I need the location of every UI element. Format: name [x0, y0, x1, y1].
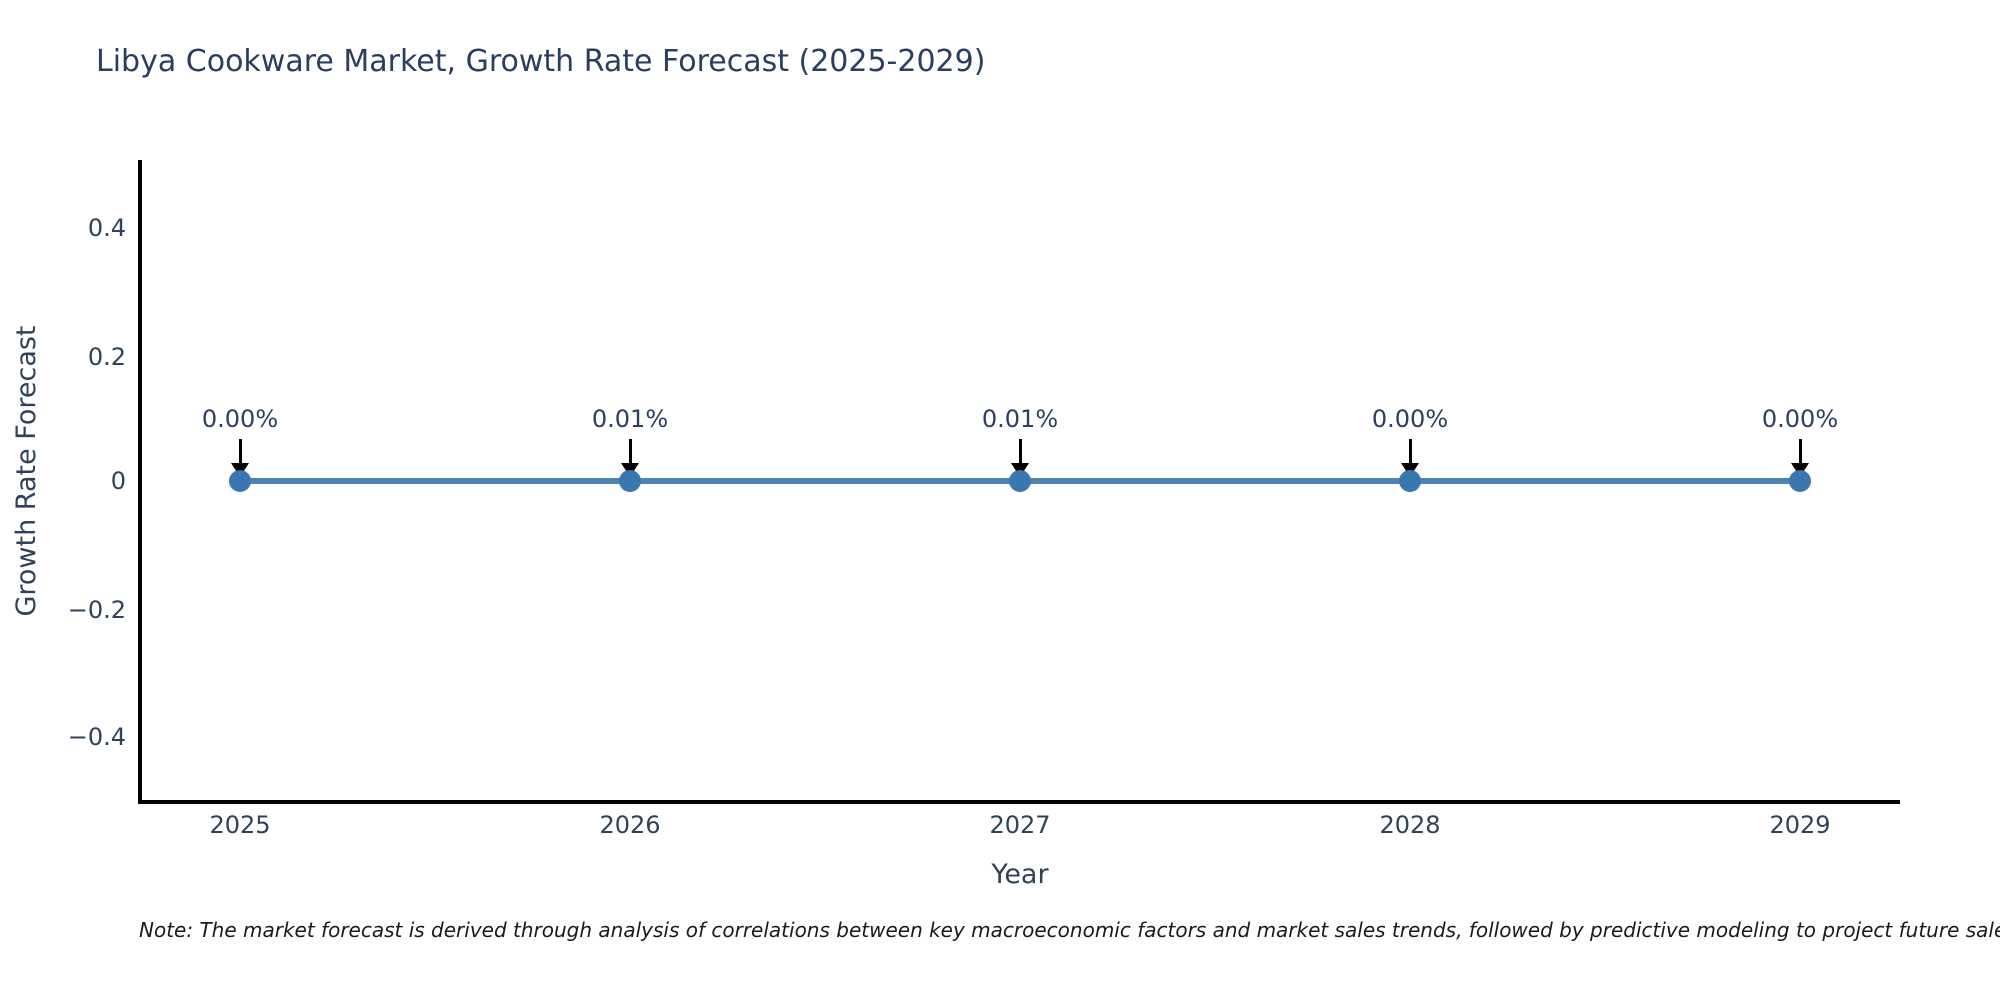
point-value-label: 0.01% — [981, 405, 1059, 433]
x-axis-title: Year — [991, 859, 1049, 890]
y-tick-label: 0 — [110, 467, 126, 495]
x-tick-label: 2028 — [1379, 811, 1441, 839]
x-tick-label: 2029 — [1769, 811, 1831, 839]
x-axis-line — [138, 800, 1900, 804]
footnote: Note: The market forecast is derived thr… — [139, 918, 2000, 942]
y-tick-label: −0.2 — [67, 596, 126, 624]
chart-title: Libya Cookware Market, Growth Rate Forec… — [96, 44, 986, 79]
x-tick-label: 2027 — [989, 811, 1051, 839]
point-value-label: 0.01% — [591, 405, 669, 433]
point-value-label: 0.00% — [1371, 405, 1449, 433]
y-tick-label: 0.4 — [87, 214, 126, 242]
annotation-arrow — [1019, 439, 1022, 465]
point-value-label: 0.00% — [1761, 405, 1839, 433]
point-marker — [1789, 470, 1811, 492]
annotation-arrow — [1409, 439, 1412, 465]
y-axis-title: Growth Rate Forecast — [11, 325, 42, 617]
point-value-label: 0.00% — [201, 405, 279, 433]
y-tick-label: 0.2 — [87, 343, 126, 371]
point-marker — [1399, 470, 1421, 492]
annotation-arrow — [629, 439, 632, 465]
point-marker — [619, 470, 641, 492]
annotation-arrow — [239, 439, 242, 465]
point-marker — [229, 470, 251, 492]
point-marker — [1009, 470, 1031, 492]
x-tick-label: 2025 — [209, 811, 271, 839]
y-tick-label: −0.4 — [67, 723, 126, 751]
x-tick-label: 2026 — [599, 811, 661, 839]
annotation-arrow — [1799, 439, 1802, 465]
y-axis-line — [138, 160, 142, 804]
